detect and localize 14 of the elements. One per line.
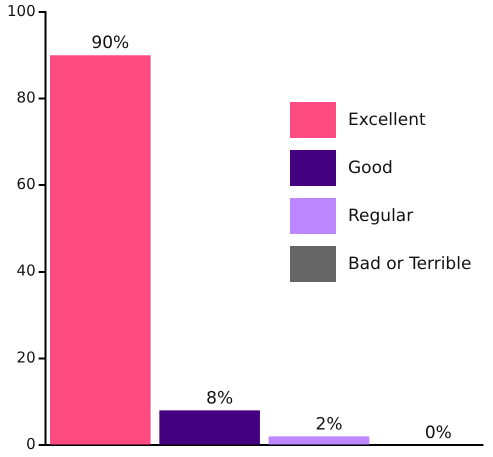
y-tick-label: 0 (26, 434, 36, 453)
data-label: 90% (91, 33, 130, 54)
y-tick-label: 60 (16, 175, 36, 194)
legend-label: Excellent (348, 110, 426, 130)
y-tick-label: 80 (16, 88, 36, 106)
y-tick-label: 20 (16, 348, 36, 366)
legend-label: Good (348, 158, 393, 178)
legend-label: Regular (348, 206, 414, 226)
data-label: 2% (315, 414, 342, 434)
y-tick-label: 40 (16, 262, 36, 280)
data-label: 0% (424, 422, 452, 443)
data-label: 8% (206, 388, 234, 408)
legend-label: Bad or Terrible (348, 254, 472, 274)
y-tick-label: 100 (6, 2, 36, 20)
